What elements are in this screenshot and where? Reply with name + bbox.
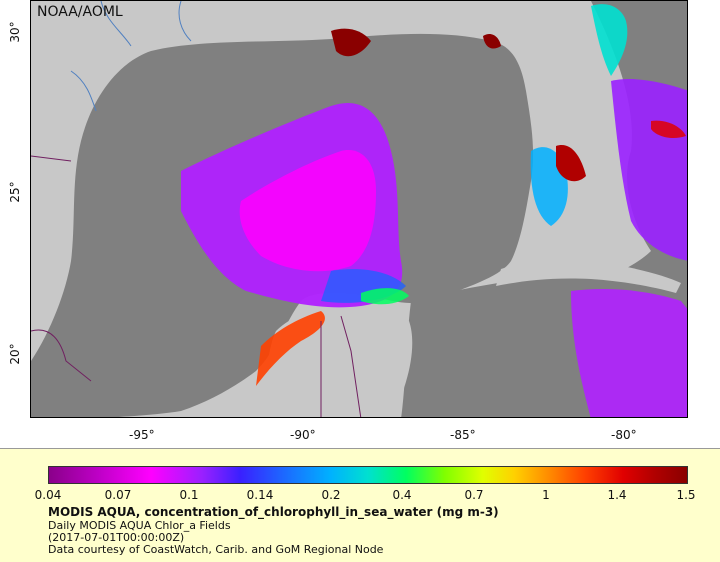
chlorophyll-caribbean — [571, 289, 687, 417]
y-tick-20: 20° — [8, 343, 22, 365]
chlorophyll-mississippi — [331, 28, 371, 57]
legend-line-3: Data courtesy of CoastWatch, Carib. and … — [48, 543, 384, 556]
y-tick-30: 30° — [8, 21, 22, 43]
colorbar-tick-4: 0.2 — [321, 488, 341, 502]
credit-label: NOAA/AOML — [37, 4, 123, 20]
river-lines — [70, 1, 192, 112]
legend-title: MODIS AQUA, concentration_of_chlorophyll… — [48, 505, 499, 519]
chlorophyll-nw-florida — [483, 34, 501, 49]
chlorophyll-central-magenta — [239, 150, 376, 272]
chlorophyll-coast-green — [361, 288, 409, 305]
chlorophyll-keys-red — [556, 145, 586, 182]
x-tick-95: -95° — [129, 428, 155, 442]
legend-line-2: (2017-07-01T00:00:00Z) — [48, 531, 185, 544]
colorbar-tick-7: 1 — [542, 488, 550, 502]
colorbar-tick-9: 1.5 — [676, 488, 696, 502]
chlorophyll-bahamas-red — [651, 120, 686, 139]
legend-line-1: Daily MODIS AQUA Chlor_a Fields — [48, 519, 231, 532]
florida-land — [531, 39, 628, 191]
legend-panel: 0.04 0.07 0.1 0.14 0.2 0.4 0.7 1 1.4 1.5… — [0, 448, 720, 562]
colorbar-tick-0: 0.04 — [34, 488, 62, 502]
x-tick-90: -90° — [290, 428, 316, 442]
x-tick-85: -85° — [450, 428, 476, 442]
map-area — [30, 0, 688, 418]
y-tick-25: 25° — [8, 181, 22, 203]
colorbar-tick-3: 0.14 — [246, 488, 274, 502]
colorbar-tick-5: 0.4 — [392, 488, 412, 502]
chlorophyll-atlantic-coast — [591, 4, 628, 76]
colorbar-tick-2: 0.1 — [179, 488, 199, 502]
colorbar-tick-8: 1.4 — [607, 488, 627, 502]
border-mexico — [31, 155, 362, 417]
chlorophyll-coast-yucatan — [256, 311, 325, 386]
cuba-land — [496, 259, 681, 293]
chlorophyll-map — [31, 1, 687, 417]
x-tick-80: -80° — [611, 428, 637, 442]
colorbar — [48, 466, 688, 484]
colorbar-tick-6: 0.7 — [464, 488, 484, 502]
colorbar-tick-1: 0.07 — [104, 488, 132, 502]
